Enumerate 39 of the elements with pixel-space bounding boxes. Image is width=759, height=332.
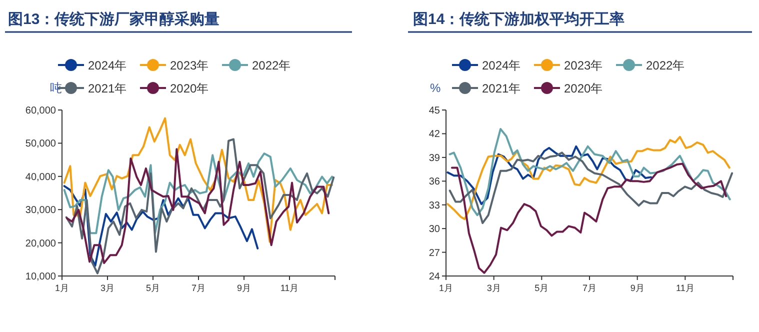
x-tick-label: 5月 [146,283,160,293]
y-tick-label: 10,000 [25,272,56,282]
y-tick-label: 60,000 [25,106,56,116]
legend-label: 2024年 [482,58,521,72]
chart-title: 图13：传统下游厂家甲醇采购量 [8,10,220,28]
chart-title: 图14：传统下游加权平均开工率 [413,10,625,28]
x-tick-label: 5月 [534,283,549,293]
x-tick-label: 9月 [630,283,644,293]
y-tick-label: 24 [428,272,440,282]
x-tick-label: 1月 [438,283,454,293]
legend-label: 2021年 [88,82,127,96]
y-tick-label: 30,000 [25,205,56,216]
y-axis-title: % [430,81,441,95]
y-tick-label: 50,000 [25,138,56,150]
legend-label: 2023年 [564,58,603,72]
legend-label: 2024年 [88,58,127,72]
y-tick-label: 42 [428,129,440,140]
y-tick-label: 20,000 [25,238,56,250]
x-tick-label: 3月 [100,283,115,293]
y-tick-label: 30 [428,224,440,236]
x-tick-label: 11月 [280,283,299,293]
legend-label: 2020年 [564,82,603,96]
legend-label: 2020年 [170,82,209,96]
y-tick-label: 45 [428,106,440,116]
legend-label: 2021年 [482,82,521,96]
legend-label: 2023年 [170,58,209,72]
x-tick-label: 9月 [236,283,252,293]
x-tick-label: 1月 [54,283,70,293]
y-tick-label: 39 [428,152,440,164]
legend-label: 2022年 [646,58,685,72]
y-tick-label: 40,000 [25,172,56,183]
y-tick-label: 33 [428,200,440,212]
x-tick-label: 7月 [191,283,206,293]
x-tick-label: 7月 [582,283,597,293]
x-tick-label: 3月 [486,283,501,293]
x-tick-label: 11月 [676,283,694,293]
y-tick-label: 36 [428,176,440,188]
y-tick-label: 27 [428,248,440,259]
legend-label: 2022年 [252,58,291,72]
